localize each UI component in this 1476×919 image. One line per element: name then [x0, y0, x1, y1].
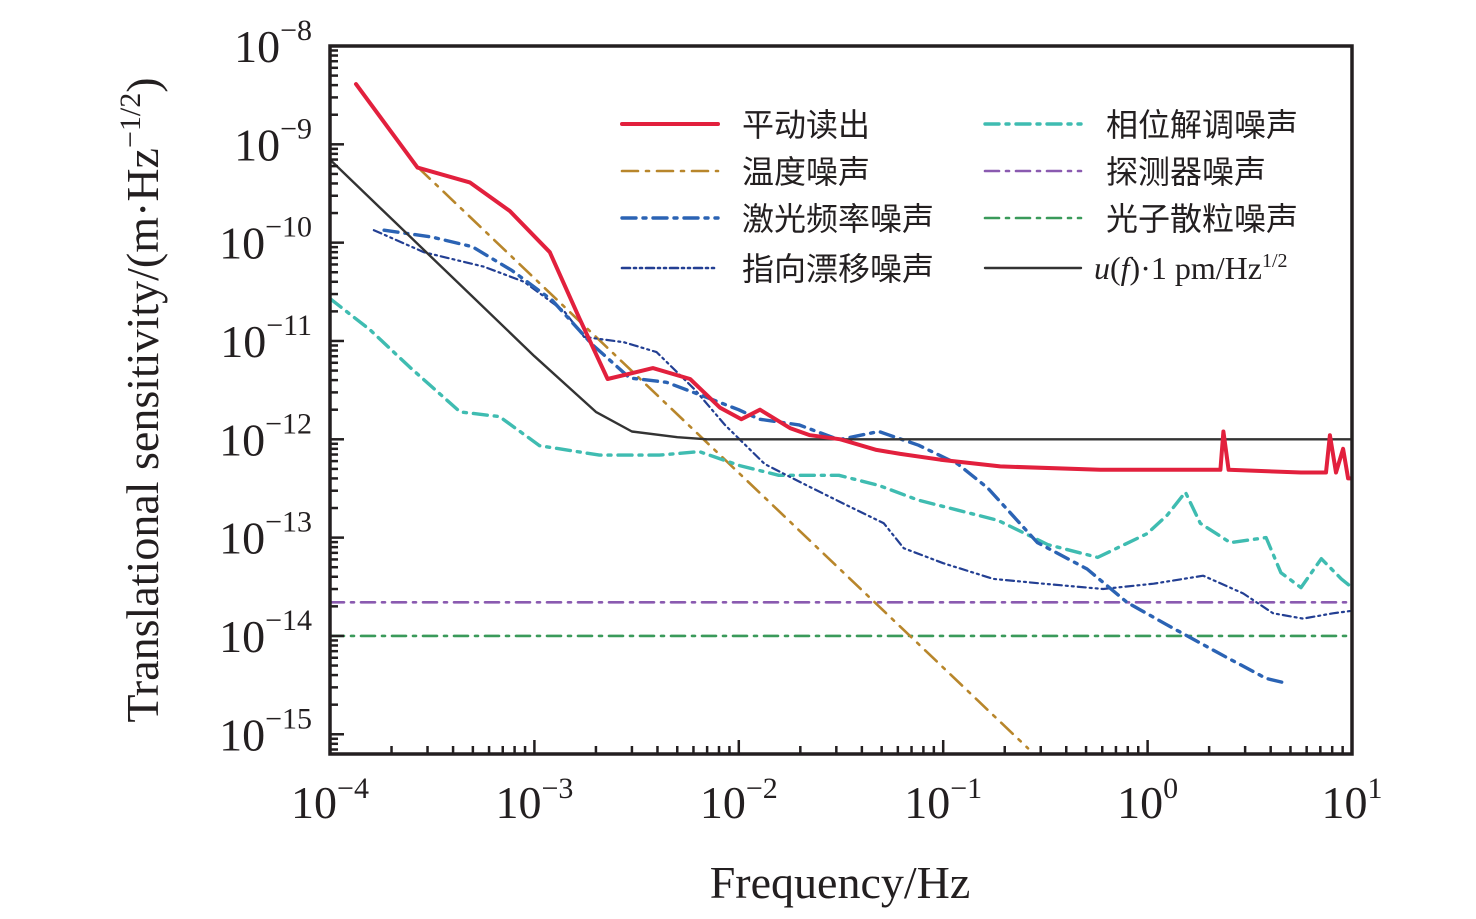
- x-tick-label: 100: [1117, 772, 1178, 828]
- y-axis-title-sup: −1/2: [114, 93, 147, 148]
- x-tick-base: 10: [1117, 777, 1163, 828]
- plot-frame: [328, 44, 1354, 756]
- legend-label-3: 指向漂移噪声: [742, 250, 934, 288]
- x-tick-exp: 1: [1368, 772, 1383, 805]
- y-tick-exp: −8: [280, 14, 312, 47]
- series-line-0: [354, 82, 1352, 481]
- y-tick-base: 10: [219, 513, 265, 564]
- legend-label-4: 相位解调噪声: [1106, 106, 1298, 144]
- axes-layer: 10−4 10−3 10−2 10−1 100 10110−810−910−1010−11…: [219, 14, 1382, 828]
- x-tick-base: 10: [700, 777, 746, 828]
- x-tick-exp: −3: [541, 772, 573, 805]
- series-layer: [330, 82, 1352, 750]
- series-line-4: [330, 296, 1352, 590]
- y-tick-label: 10−11: [220, 309, 312, 367]
- x-tick-label: 10−4: [291, 772, 369, 828]
- legend-label-7: u(f)·1 pm/Hz1/2: [1094, 250, 1288, 286]
- y-tick-label: 10−9: [234, 112, 312, 170]
- y-tick-label: 10−8: [234, 14, 312, 72]
- x-tick-base: 10: [1322, 777, 1368, 828]
- y-tick-exp: −9: [280, 112, 312, 145]
- y-axis-title: Translational sensitivity/(m·Hz−1/2): [114, 77, 168, 722]
- x-tick-exp: −4: [337, 772, 369, 805]
- y-tick-base: 10: [234, 119, 280, 170]
- x-tick-exp: −1: [950, 772, 982, 805]
- legend-label-5: 探测器噪声: [1106, 153, 1266, 191]
- y-tick-label: 10−15: [219, 702, 312, 760]
- x-tick-base: 10: [495, 777, 541, 828]
- legend-label-2: 激光频率噪声: [742, 200, 934, 238]
- y-tick-base: 10: [219, 414, 265, 465]
- series-line-2: [382, 228, 1289, 685]
- y-tick-base: 10: [234, 21, 280, 72]
- x-tick-label: 10−3: [495, 772, 573, 828]
- y-tick-exp: −15: [265, 702, 312, 735]
- y-tick-label: 10−12: [219, 407, 312, 465]
- legend-label-1: 温度噪声: [742, 153, 870, 191]
- y-tick-label: 10−14: [219, 604, 312, 662]
- legend-label-0: 平动读出: [742, 106, 870, 144]
- y-tick-base: 10: [219, 218, 265, 269]
- y-tick-base: 10: [220, 316, 266, 367]
- series-line-3: [372, 229, 1352, 620]
- x-tick-label: 101: [1322, 772, 1383, 828]
- x-tick-base: 10: [291, 777, 337, 828]
- y-axis-title-main: Translational sensitivity/(m·Hz: [117, 148, 168, 723]
- y-tick-label: 10−10: [219, 211, 312, 269]
- y-tick-base: 10: [219, 611, 265, 662]
- series-line-7: [330, 158, 1352, 441]
- y-tick-exp: −11: [266, 309, 312, 342]
- legend-label-6: 光子散粒噪声: [1106, 200, 1298, 238]
- y-tick-label: 10−13: [219, 506, 312, 564]
- y-tick-exp: −12: [265, 407, 312, 440]
- x-tick-exp: 0: [1163, 772, 1178, 805]
- svg-text:Translational sensitivity/(m·H: Translational sensitivity/(m·Hz−1/2): [114, 77, 168, 722]
- y-tick-exp: −14: [265, 604, 312, 637]
- x-tick-base: 10: [904, 777, 950, 828]
- x-tick-label: 10−2: [700, 772, 778, 828]
- series-line-1: [416, 166, 1030, 750]
- y-tick-exp: −13: [265, 506, 312, 539]
- y-axis-title-close: ): [117, 77, 168, 92]
- x-tick-exp: −2: [746, 772, 778, 805]
- x-tick-label: 10−1: [904, 772, 982, 828]
- x-axis-title: Frequency/Hz: [710, 857, 971, 908]
- y-tick-exp: −10: [265, 211, 312, 244]
- y-tick-base: 10: [219, 709, 265, 760]
